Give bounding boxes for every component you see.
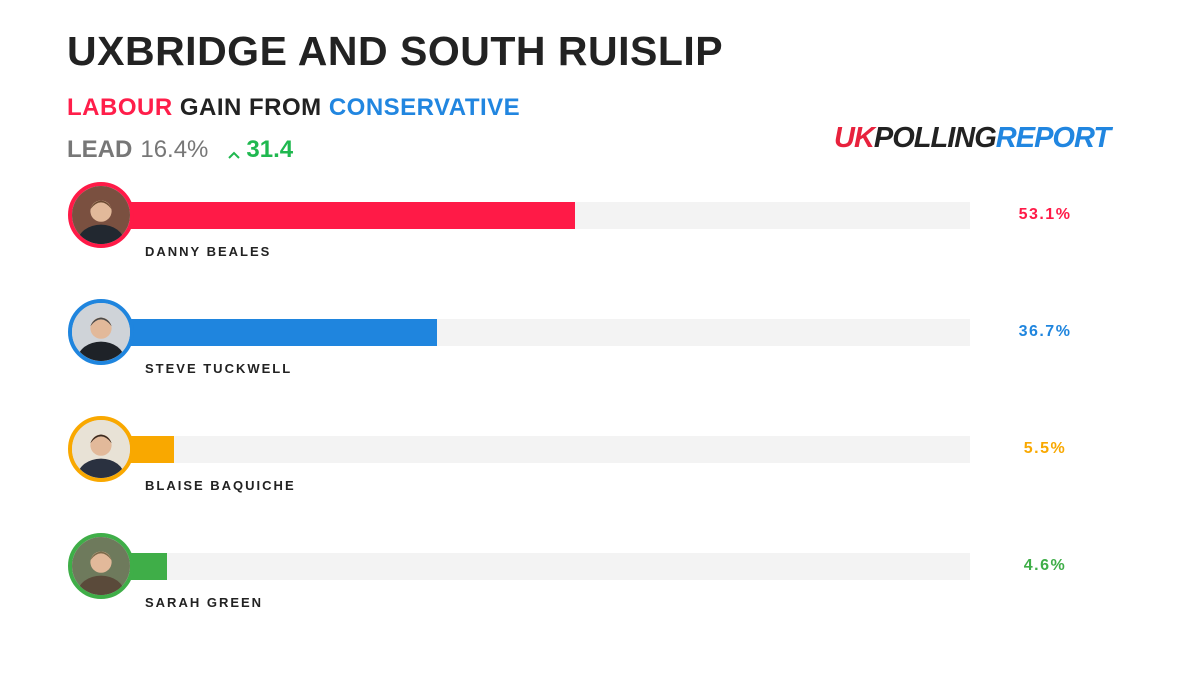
lead-label: LEAD (67, 136, 133, 163)
lead-row: LEAD 16.4% 31.4 (67, 136, 293, 164)
candidate-row: STEVE TUCKWELL 36.7% (68, 299, 1188, 389)
logo: UKPOLLINGREPORT (834, 122, 1111, 155)
bar-track (128, 553, 970, 580)
lead-value: 16.4% (140, 136, 209, 163)
candidate-name: DANNY BEALES (145, 244, 272, 259)
bar (128, 319, 437, 346)
subtitle-middle: GAIN FROM (172, 94, 329, 121)
candidate-name: BLAISE BAQUICHE (145, 478, 296, 493)
bar (128, 436, 175, 463)
candidate-avatar (68, 533, 134, 599)
logo-report: REPORT (995, 122, 1111, 154)
avatar-portrait (72, 537, 130, 595)
page-title: UXBRIDGE AND SOUTH RUISLIP (67, 28, 724, 74)
vote-share-label: 5.5% (1023, 440, 1067, 457)
swing: 31.4 (226, 136, 293, 164)
vote-share-label: 53.1% (1018, 206, 1072, 223)
candidate-row: BLAISE BAQUICHE 5.5% (68, 416, 1188, 506)
candidate-name: STEVE TUCKWELL (145, 361, 293, 376)
candidate-avatar (68, 416, 134, 482)
candidate-avatar (68, 299, 134, 365)
bar-track (128, 436, 970, 463)
bar (128, 202, 576, 229)
loser-party: CONSERVATIVE (328, 94, 521, 121)
vote-share-label: 36.7% (1018, 323, 1072, 340)
result-subtitle: LABOUR GAIN FROM CONSERVATIVE (67, 94, 520, 122)
avatar-portrait (72, 303, 130, 361)
bar-track (128, 319, 970, 346)
bar-track (128, 202, 970, 229)
swing-value: 31.4 (246, 136, 294, 163)
avatar-portrait (72, 420, 130, 478)
logo-polling: POLLING (873, 122, 997, 154)
logo-uk: UK (834, 122, 875, 154)
bar (128, 553, 167, 580)
avatar-portrait (72, 186, 130, 244)
candidate-row: SARAH GREEN 4.6% (68, 533, 1188, 623)
chevron-up-icon (226, 142, 242, 159)
candidate-name: SARAH GREEN (145, 595, 264, 610)
candidate-row: DANNY BEALES 53.1% (68, 182, 1188, 272)
candidate-avatar (68, 182, 134, 248)
winner-party: LABOUR (67, 94, 173, 121)
vote-share-label: 4.6% (1023, 557, 1067, 574)
